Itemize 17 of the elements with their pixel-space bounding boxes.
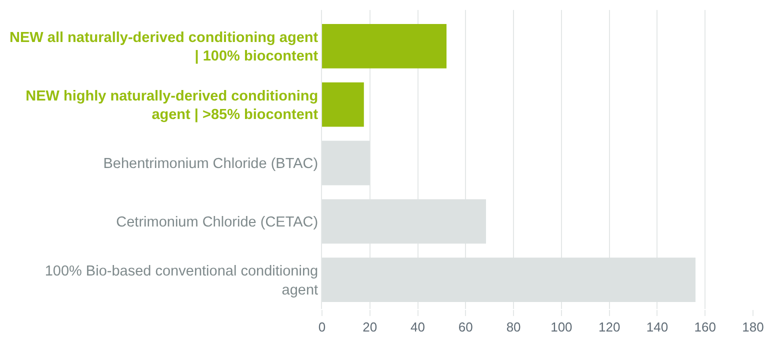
bar: [322, 24, 447, 68]
x-tick-label: 100: [550, 320, 572, 335]
bar: [322, 82, 364, 127]
x-tick-label: 180: [742, 320, 764, 335]
x-tick-label: 20: [362, 320, 378, 335]
y-tick-label: NEW all naturally-derived conditioning agent | 100% biocontent: [10, 30, 318, 65]
y-tick-label: Behentrimonium Chloride (BTAC): [103, 156, 318, 172]
y-tick-label: Cetrimonium Chloride (CETAC): [116, 214, 318, 230]
x-tick-label: 160: [694, 320, 716, 335]
y-tick-label: NEW highly naturally-derived conditioning agent | >85% biocontent: [26, 88, 318, 124]
x-tick-label: 140: [646, 320, 668, 335]
x-tick-label: 80: [506, 320, 521, 335]
x-tick-label: 0: [318, 320, 326, 335]
x-tick-label: 60: [458, 320, 473, 335]
x-tick-label: 40: [410, 320, 426, 335]
y-tick-label: 100% Bio-based conventional conditioning agent: [44, 263, 318, 298]
x-tick-label: 120: [598, 320, 620, 335]
